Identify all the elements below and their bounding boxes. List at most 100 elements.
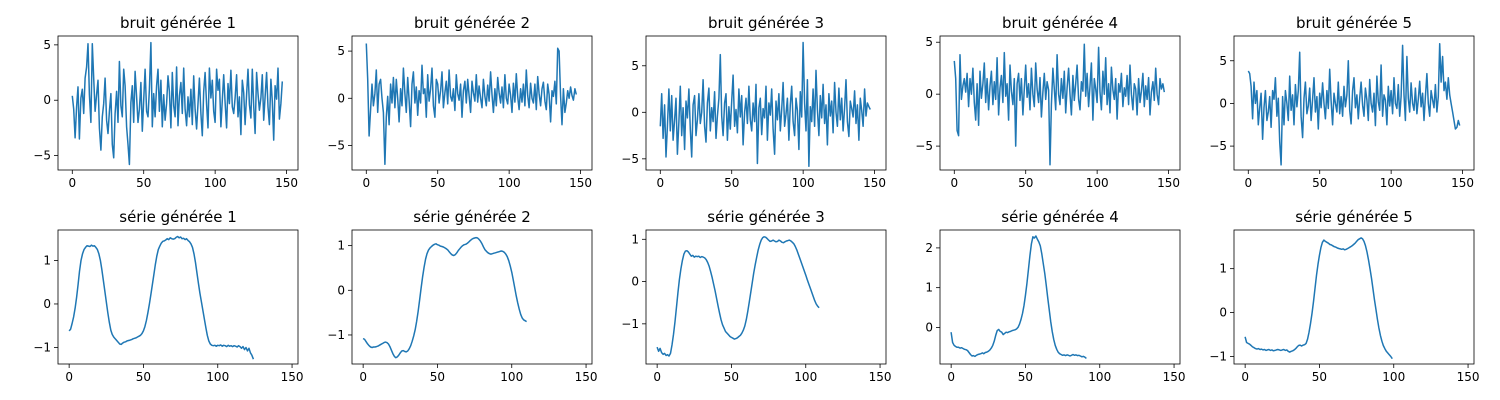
y-tick-label: 0 xyxy=(43,297,51,311)
y-tick-label: 1 xyxy=(1219,262,1227,276)
y-tick-label: −5 xyxy=(1209,139,1227,153)
x-tick-label: 100 xyxy=(792,176,815,190)
series-line xyxy=(950,235,1087,359)
x-tick-label: 150 xyxy=(1457,370,1480,384)
y-tick-label: 0 xyxy=(43,93,51,107)
x-tick-label: 0 xyxy=(68,176,76,190)
x-tick-label: 100 xyxy=(500,370,523,384)
x-tick-label: 100 xyxy=(206,370,229,384)
y-tick-label: 0 xyxy=(337,283,345,297)
y-tick-label: −1 xyxy=(327,328,345,342)
chart-title: série générée 3 xyxy=(707,208,824,226)
y-tick-label: 0 xyxy=(337,91,345,105)
x-tick-label: 150 xyxy=(575,370,598,384)
y-tick-label: 1 xyxy=(925,281,933,295)
chart-panel: bruit générée 3 0 50 100 150 −5 0 5 xyxy=(621,14,887,190)
y-tick-label: 5 xyxy=(43,38,51,52)
chart-panel: bruit générée 1 0 50 100 150 −5 0 5 xyxy=(33,14,299,190)
series-line xyxy=(71,41,284,166)
x-tick-label: 50 xyxy=(430,370,445,384)
chart-title: série générée 4 xyxy=(1001,208,1118,226)
chart-panel: série générée 1 0 50 100 150 −1 0 1 xyxy=(33,208,303,384)
y-tick-label: 5 xyxy=(925,35,933,49)
axes-frame xyxy=(57,35,299,171)
series-line xyxy=(68,235,255,360)
axes-frame xyxy=(1233,229,1475,365)
y-tick-label: 0 xyxy=(1219,306,1227,320)
y-tick-label: 1 xyxy=(43,253,51,267)
x-tick-label: 0 xyxy=(359,370,367,384)
x-tick-label: 0 xyxy=(362,176,370,190)
x-tick-label: 0 xyxy=(1241,370,1249,384)
x-tick-label: 100 xyxy=(498,176,521,190)
y-tick-label: −5 xyxy=(33,149,51,163)
axes-frame xyxy=(645,229,887,365)
x-tick-label: 50 xyxy=(724,176,739,190)
x-tick-label: 50 xyxy=(724,370,739,384)
chart-panel: série générée 4 0 50 100 150 0 1 2 xyxy=(925,208,1185,384)
x-tick-label: 100 xyxy=(794,370,817,384)
x-tick-label: 50 xyxy=(136,176,151,190)
chart-panel: série générée 2 0 50 100 150 −1 0 1 xyxy=(327,208,597,384)
y-tick-label: −1 xyxy=(621,317,639,331)
x-tick-label: 50 xyxy=(1018,176,1033,190)
x-tick-label: 150 xyxy=(1163,370,1186,384)
x-tick-label: 150 xyxy=(569,176,592,190)
chart-title: bruit générée 4 xyxy=(1002,14,1118,32)
chart-panel: série générée 5 0 50 100 150 −1 0 1 xyxy=(1209,208,1479,384)
x-tick-label: 100 xyxy=(1088,370,1111,384)
x-tick-label: 0 xyxy=(653,370,661,384)
series-line xyxy=(953,43,1166,166)
chart-title: bruit générée 3 xyxy=(708,14,824,32)
series-line xyxy=(656,236,820,357)
y-tick-label: −1 xyxy=(33,340,51,354)
x-tick-label: 150 xyxy=(1157,176,1180,190)
x-tick-label: 0 xyxy=(65,370,73,384)
y-tick-label: −5 xyxy=(915,139,933,153)
y-tick-label: 0 xyxy=(925,320,933,334)
axes-frame xyxy=(939,229,1181,365)
chart-title: bruit générée 5 xyxy=(1296,14,1412,32)
x-tick-label: 150 xyxy=(281,370,304,384)
chart-title: bruit générée 2 xyxy=(414,14,530,32)
y-tick-label: −5 xyxy=(621,152,639,166)
chart-title: série générée 5 xyxy=(1295,208,1412,226)
axes-frame xyxy=(1233,35,1475,171)
chart-panel: bruit générée 5 0 50 100 150 −5 0 5 xyxy=(1209,14,1475,190)
y-tick-label: 0 xyxy=(631,275,639,289)
x-tick-label: 0 xyxy=(1244,176,1252,190)
y-tick-label: 5 xyxy=(337,44,345,58)
y-tick-label: 1 xyxy=(631,232,639,246)
y-tick-label: 5 xyxy=(631,59,639,73)
axes-frame xyxy=(351,35,593,171)
chart-title: série générée 2 xyxy=(413,208,530,226)
y-tick-label: −1 xyxy=(1209,350,1227,364)
y-tick-label: 1 xyxy=(337,239,345,253)
x-tick-label: 100 xyxy=(1382,370,1405,384)
chart-panel: bruit générée 2 0 50 100 150 −5 0 5 xyxy=(327,14,593,190)
chart-title: série générée 1 xyxy=(119,208,236,226)
series-line xyxy=(365,43,578,166)
x-tick-label: 100 xyxy=(204,176,227,190)
x-tick-label: 50 xyxy=(136,370,151,384)
axes-frame xyxy=(351,229,593,365)
x-tick-label: 100 xyxy=(1380,176,1403,190)
x-tick-label: 0 xyxy=(950,176,958,190)
y-tick-label: 0 xyxy=(925,87,933,101)
y-tick-label: 5 xyxy=(1219,54,1227,68)
chart-panel: série générée 3 0 50 100 150 −1 0 1 xyxy=(621,208,891,384)
x-tick-label: 0 xyxy=(947,370,955,384)
x-tick-label: 0 xyxy=(656,176,664,190)
x-tick-label: 100 xyxy=(1086,176,1109,190)
x-tick-label: 150 xyxy=(863,176,886,190)
series-line xyxy=(1244,237,1393,360)
x-tick-label: 150 xyxy=(275,176,298,190)
y-tick-label: −5 xyxy=(327,138,345,152)
x-tick-label: 50 xyxy=(430,176,445,190)
x-tick-label: 50 xyxy=(1312,176,1327,190)
axes-frame xyxy=(645,35,887,171)
series-line xyxy=(1247,42,1461,166)
x-tick-label: 150 xyxy=(1451,176,1474,190)
x-tick-label: 150 xyxy=(869,370,892,384)
